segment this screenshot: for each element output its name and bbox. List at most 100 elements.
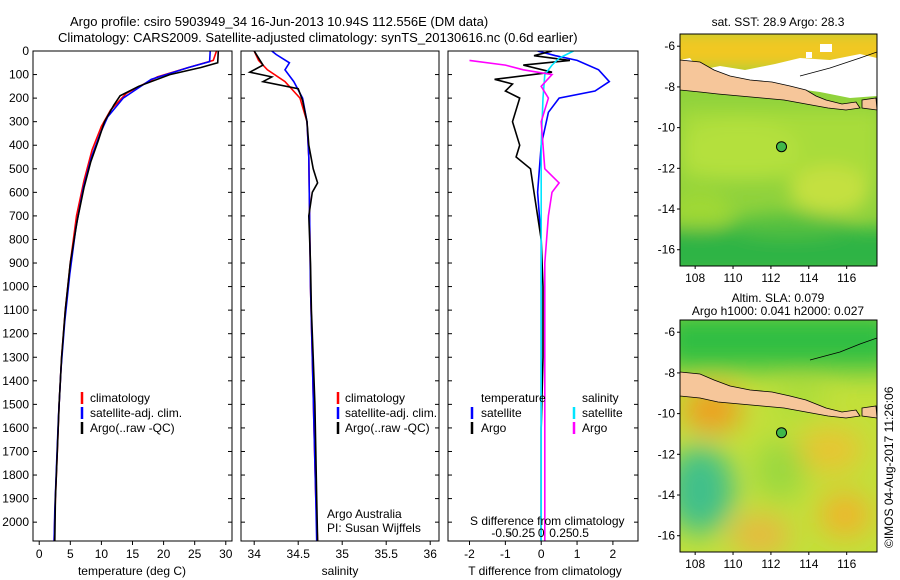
map-y-tick-label: -6: [664, 39, 675, 53]
temperature-plot-frame: [32, 50, 233, 542]
s-diff-tick-label: -0.25: [508, 526, 536, 540]
y-tick-label: 200: [9, 91, 29, 105]
salinity-xlabel: salinity: [322, 564, 359, 578]
y-tick-label: 700: [9, 209, 29, 223]
temperature-xlabel: temperature (deg C): [78, 564, 186, 578]
y-tick-label: 600: [9, 185, 29, 199]
x-tick-label: 0: [36, 547, 43, 561]
y-tick-label: 2000: [2, 515, 29, 529]
map-x-tick-label: 116: [837, 271, 856, 285]
map-y-tick-label: -12: [658, 161, 676, 175]
x-tick-label: 15: [126, 547, 140, 561]
map-y-tick-label: -8: [664, 366, 675, 380]
s-diff-tick-label: 0.5: [572, 526, 589, 540]
map-y-tick-label: -8: [664, 80, 675, 94]
legend-label-climatology: climatology: [345, 391, 405, 405]
map-x-tick-label: 114: [799, 271, 818, 285]
difference-s-xlabel: S difference from climatology: [470, 514, 625, 528]
map-x-tick-label: 112: [761, 557, 780, 571]
difference-series-t-argo: [494, 51, 571, 541]
s-diff-tick-label: 0: [538, 526, 545, 540]
difference-t-xlabel: T difference from climatology: [468, 564, 622, 578]
y-tick-label: 1600: [2, 421, 29, 435]
y-tick-label: 800: [9, 232, 29, 246]
x-tick-label: 34.5: [287, 547, 311, 561]
title-line-2: Climatology: CARS2009. Satellite-adjuste…: [58, 30, 578, 45]
sst-map: sat. SST: 28.9 Argo: 28.3 108 110 112 114 11…: [658, 15, 878, 285]
t-diff-tick-label: 1: [574, 547, 581, 561]
x-tick-label: 34: [248, 547, 262, 561]
argo-position-marker: [776, 427, 787, 439]
legend-label-s-argo: Argo: [582, 421, 608, 435]
imos-stamp: ©IMOS 04-Aug-2017 11:26:06: [882, 386, 896, 548]
y-tick-label: 400: [9, 138, 29, 152]
temperature-series-argo-raw-qc: [54, 51, 220, 541]
legend-label-s-satellite: satellite: [582, 406, 623, 420]
s-diff-tick-label: 0.25: [549, 526, 573, 540]
argo-position-marker: [776, 141, 787, 153]
y-tick-label: 300: [9, 115, 29, 129]
t-diff-tick-label: -2: [464, 547, 475, 561]
y-tick-label: 1500: [2, 397, 29, 411]
credit-line-2: PI: Susan Wijffels: [327, 521, 421, 535]
sla-map-title-2: Argo h1000: 0.041 h2000: 0.027: [692, 304, 864, 318]
temperature-legend: climatology satellite-adj. clim. Argo(..…: [80, 391, 182, 435]
map-x-tick-label: 108: [685, 271, 705, 285]
legend-label-climatology: climatology: [90, 391, 150, 405]
legend-label-t-satellite: satellite: [481, 406, 522, 420]
map-y-tick-label: -14: [658, 202, 676, 216]
y-tick-label: 1900: [2, 492, 29, 506]
java-landmass: [680, 59, 861, 111]
s-diff-tick-label: -0.5: [491, 526, 512, 540]
difference-legend: temperature satellite Argo salinity sate…: [470, 391, 623, 435]
sla-map-title-1: Altim. SLA: 0.079: [732, 291, 825, 305]
x-tick-label: 10: [95, 547, 109, 561]
map-x-tick-label: 110: [723, 271, 742, 285]
temperature-panel: 0100200300400500600700800900100011001200…: [2, 44, 232, 578]
salinity-legend: climatology satellite-adj. clim. Argo(..…: [336, 391, 437, 435]
sst-map-title: sat. SST: 28.9 Argo: 28.3: [712, 15, 845, 29]
x-tick-label: 35.5: [375, 547, 399, 561]
difference-panel: -2 -1 0 1 2 -0.5-0.25 0 0.25 0.5 S difference fr…: [447, 50, 639, 578]
salinity-plot-frame: [240, 50, 440, 542]
difference-series-t-satellite: [536, 51, 611, 541]
y-tick-label: 1300: [2, 350, 29, 364]
x-tick-label: 25: [188, 547, 202, 561]
legend-header-temperature: temperature: [481, 391, 546, 405]
credit-line-1: Argo Australia: [327, 507, 402, 521]
t-diff-tick-label: -1: [500, 547, 511, 561]
x-tick-label: 30: [219, 547, 233, 561]
map-y-tick-label: -12: [658, 447, 676, 461]
t-diff-tick-label: 2: [610, 547, 617, 561]
y-tick-label: 0: [22, 44, 29, 58]
y-tick-label: 1800: [2, 468, 29, 482]
legend-label-argo: Argo(..raw -QC): [90, 421, 175, 435]
y-tick-label: 1700: [2, 444, 29, 458]
y-tick-label: 1400: [2, 374, 29, 388]
x-tick-label: 36: [424, 547, 438, 561]
y-tick-label: 100: [9, 68, 29, 82]
difference-plot-frame: [447, 50, 639, 542]
legend-label-satellite: satellite-adj. clim.: [90, 406, 182, 420]
x-tick-label: 20: [157, 547, 171, 561]
salinity-series-climatology: [253, 51, 319, 541]
salinity-series-satellite-adj-clim: [271, 51, 318, 541]
y-tick-label: 1100: [3, 303, 29, 317]
title-line-1: Argo profile: csiro 5903949_34 16-Jun-20…: [70, 14, 488, 29]
map-y-tick-label: -10: [658, 407, 676, 421]
map-y-tick-label: -10: [658, 121, 676, 135]
legend-label-argo: Argo(..raw -QC): [345, 421, 430, 435]
map-x-tick-label: 108: [685, 557, 705, 571]
map-y-tick-label: -14: [658, 488, 676, 502]
salinity-panel: 34 34.5 35 35.5 36 salinity climatology sate…: [240, 50, 440, 578]
y-tick-label: 1200: [2, 327, 29, 341]
x-tick-label: 35: [336, 547, 350, 561]
map-x-tick-label: 112: [761, 271, 780, 285]
map-x-tick-label: 114: [799, 557, 818, 571]
difference-series-s-argo: [469, 59, 561, 541]
t-diff-tick-label: 0: [538, 547, 545, 561]
map-y-tick-label: -6: [664, 325, 675, 339]
map-y-tick-label: -16: [658, 529, 676, 543]
y-tick-label: 900: [9, 256, 29, 270]
